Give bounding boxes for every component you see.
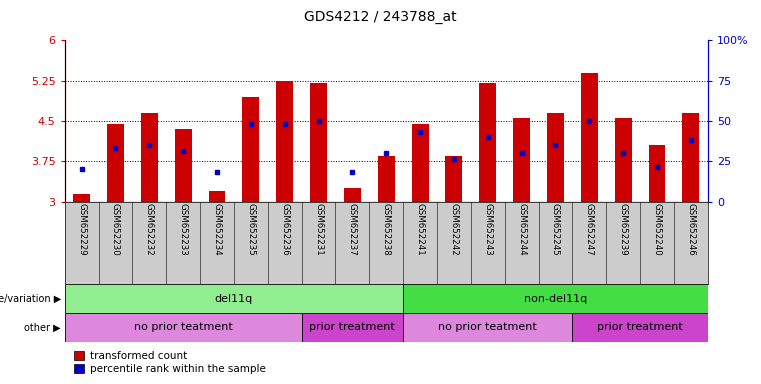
Text: GSM652247: GSM652247 — [584, 203, 594, 256]
Bar — [445, 156, 463, 202]
Bar — [209, 191, 225, 202]
Bar — [73, 194, 90, 202]
Text: prior treatment: prior treatment — [310, 322, 395, 333]
Text: GSM652243: GSM652243 — [483, 203, 492, 256]
Bar — [572, 313, 708, 342]
Text: GSM652238: GSM652238 — [382, 203, 390, 256]
Bar — [581, 73, 597, 202]
Bar — [547, 113, 564, 202]
Text: GSM652246: GSM652246 — [686, 203, 696, 256]
Text: prior treatment: prior treatment — [597, 322, 683, 333]
Text: GSM652235: GSM652235 — [247, 203, 256, 256]
Bar — [412, 124, 428, 202]
Text: GSM652239: GSM652239 — [619, 203, 628, 256]
Text: other ▶: other ▶ — [24, 322, 61, 333]
Bar — [175, 129, 192, 202]
Text: GSM652237: GSM652237 — [348, 203, 357, 256]
Text: GSM652244: GSM652244 — [517, 203, 526, 256]
Legend: transformed count, percentile rank within the sample: transformed count, percentile rank withi… — [70, 347, 269, 378]
Text: GSM652230: GSM652230 — [111, 203, 120, 256]
Bar — [310, 83, 327, 202]
Bar — [141, 113, 158, 202]
Text: GSM652233: GSM652233 — [179, 203, 188, 256]
Bar — [615, 118, 632, 202]
Bar — [683, 113, 699, 202]
Text: GSM652245: GSM652245 — [551, 203, 560, 256]
Text: GSM652234: GSM652234 — [212, 203, 221, 256]
Bar — [276, 81, 293, 202]
Text: GSM652241: GSM652241 — [416, 203, 425, 256]
Text: GSM652232: GSM652232 — [145, 203, 154, 256]
Text: del11q: del11q — [215, 293, 253, 304]
Text: genotype/variation ▶: genotype/variation ▶ — [0, 293, 61, 304]
Text: non-del11q: non-del11q — [524, 293, 587, 304]
Bar — [242, 97, 260, 202]
Bar — [65, 284, 403, 313]
Text: GDS4212 / 243788_at: GDS4212 / 243788_at — [304, 10, 457, 23]
Bar — [344, 188, 361, 202]
Text: GSM652231: GSM652231 — [314, 203, 323, 256]
Bar — [301, 313, 403, 342]
Bar — [648, 145, 665, 202]
Text: GSM652240: GSM652240 — [652, 203, 661, 256]
Bar — [513, 118, 530, 202]
Bar — [377, 156, 395, 202]
Text: GSM652229: GSM652229 — [77, 203, 86, 256]
Bar — [403, 313, 572, 342]
Bar — [403, 284, 708, 313]
Text: GSM652242: GSM652242 — [450, 203, 458, 256]
Text: GSM652236: GSM652236 — [280, 203, 289, 256]
Text: no prior teatment: no prior teatment — [438, 322, 537, 333]
Bar — [479, 83, 496, 202]
Bar — [65, 313, 301, 342]
Text: no prior teatment: no prior teatment — [134, 322, 233, 333]
Bar — [107, 124, 124, 202]
